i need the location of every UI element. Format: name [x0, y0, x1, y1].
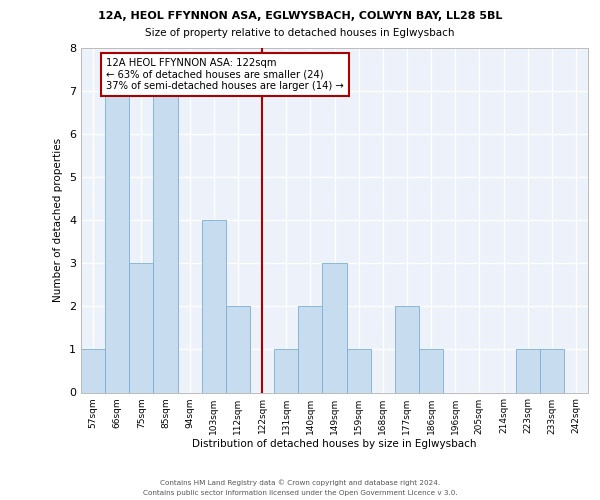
Text: Contains public sector information licensed under the Open Government Licence v : Contains public sector information licen…: [143, 490, 457, 496]
Bar: [515, 350, 540, 393]
Text: Contains HM Land Registry data © Crown copyright and database right 2024.: Contains HM Land Registry data © Crown c…: [160, 480, 440, 486]
Bar: [154, 90, 178, 393]
Y-axis label: Number of detached properties: Number of detached properties: [53, 138, 64, 302]
Bar: [540, 350, 564, 393]
Bar: [81, 350, 105, 393]
Bar: [298, 306, 322, 392]
Bar: [347, 350, 371, 393]
Text: Size of property relative to detached houses in Eglwysbach: Size of property relative to detached ho…: [145, 28, 455, 38]
Text: 12A, HEOL FFYNNON ASA, EGLWYSBACH, COLWYN BAY, LL28 5BL: 12A, HEOL FFYNNON ASA, EGLWYSBACH, COLWY…: [98, 11, 502, 21]
Bar: [226, 306, 250, 392]
Text: 12A HEOL FFYNNON ASA: 122sqm
← 63% of detached houses are smaller (24)
37% of se: 12A HEOL FFYNNON ASA: 122sqm ← 63% of de…: [106, 58, 344, 92]
Bar: [419, 350, 443, 393]
Bar: [129, 263, 154, 392]
X-axis label: Distribution of detached houses by size in Eglwysbach: Distribution of detached houses by size …: [192, 440, 477, 450]
Bar: [105, 90, 129, 393]
Bar: [395, 306, 419, 392]
Bar: [322, 263, 347, 392]
Bar: [202, 220, 226, 392]
Bar: [274, 350, 298, 393]
